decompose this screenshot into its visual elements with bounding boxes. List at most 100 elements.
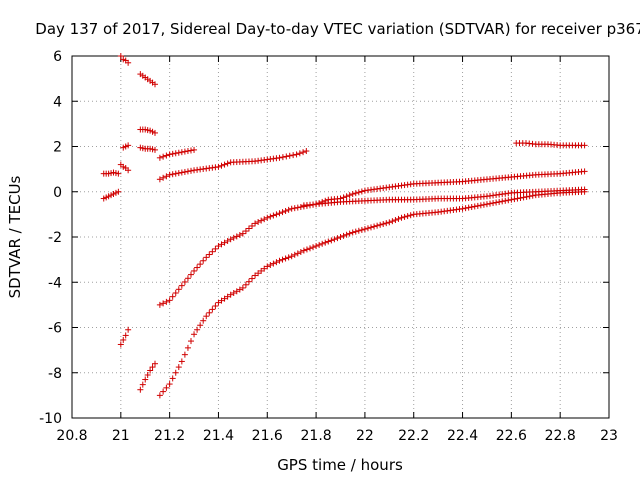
data-point bbox=[401, 213, 408, 220]
data-point bbox=[172, 150, 179, 157]
data-point bbox=[249, 275, 256, 282]
data-point bbox=[310, 244, 317, 251]
data-point bbox=[297, 204, 304, 211]
data-point bbox=[236, 232, 243, 239]
x-tick-label: 22.2 bbox=[398, 428, 429, 444]
data-point bbox=[352, 190, 359, 197]
data-point bbox=[172, 289, 179, 296]
data-point bbox=[300, 149, 307, 156]
data-point bbox=[349, 229, 356, 236]
data-point bbox=[197, 322, 204, 329]
data-point bbox=[371, 223, 378, 230]
data-point bbox=[291, 251, 298, 258]
data-point bbox=[236, 286, 243, 293]
data-point bbox=[261, 216, 268, 223]
x-tick-label: 21.6 bbox=[252, 428, 283, 444]
data-point bbox=[242, 228, 249, 235]
data-point bbox=[306, 245, 313, 252]
data-point bbox=[221, 295, 228, 302]
data-point bbox=[151, 360, 158, 367]
data-point bbox=[151, 129, 158, 136]
data-point bbox=[184, 148, 191, 155]
data-point bbox=[398, 214, 405, 221]
data-point bbox=[279, 209, 286, 216]
data-point bbox=[181, 168, 188, 175]
data-points bbox=[100, 53, 588, 399]
data-point bbox=[137, 386, 144, 393]
data-point bbox=[480, 201, 487, 208]
data-point bbox=[358, 226, 365, 233]
data-point bbox=[184, 168, 191, 175]
data-point bbox=[227, 236, 234, 243]
data-point bbox=[264, 214, 271, 221]
data-point bbox=[178, 282, 185, 289]
data-point bbox=[224, 160, 231, 167]
data-point bbox=[264, 263, 271, 270]
data-point bbox=[175, 364, 182, 371]
data-point bbox=[125, 59, 132, 66]
data-point bbox=[483, 201, 490, 208]
data-point bbox=[209, 306, 216, 313]
data-point bbox=[368, 224, 375, 231]
data-point bbox=[331, 236, 338, 243]
data-point bbox=[175, 170, 182, 177]
data-point bbox=[117, 53, 124, 59]
data-point bbox=[290, 152, 297, 159]
x-axis-label: GPS time / hours bbox=[277, 456, 403, 474]
data-point bbox=[581, 186, 588, 193]
data-point bbox=[147, 367, 154, 374]
data-point bbox=[156, 154, 163, 161]
y-tick-label: -10 bbox=[39, 411, 62, 427]
data-point bbox=[392, 217, 399, 224]
data-point bbox=[122, 332, 129, 339]
data-point bbox=[352, 228, 359, 235]
x-tick-label: 21 bbox=[112, 428, 130, 444]
data-point bbox=[358, 188, 365, 195]
data-point bbox=[404, 213, 411, 220]
data-point bbox=[276, 210, 283, 217]
data-point bbox=[471, 203, 478, 210]
x-tick-label: 21.2 bbox=[154, 428, 185, 444]
data-point bbox=[502, 197, 509, 204]
data-point bbox=[395, 215, 402, 222]
data-point bbox=[273, 211, 280, 218]
data-point bbox=[187, 147, 194, 154]
y-tick-label: -4 bbox=[48, 275, 62, 291]
data-point bbox=[245, 225, 252, 232]
data-point bbox=[249, 222, 256, 229]
data-point bbox=[285, 254, 292, 261]
data-point bbox=[221, 239, 228, 246]
data-point bbox=[242, 281, 249, 288]
data-point bbox=[297, 248, 304, 255]
data-point bbox=[407, 212, 414, 219]
data-point bbox=[230, 234, 237, 241]
data-point bbox=[270, 260, 277, 267]
data-point bbox=[178, 169, 185, 176]
data-point bbox=[215, 299, 222, 306]
data-point bbox=[169, 171, 176, 178]
x-tick-label: 21.4 bbox=[203, 428, 234, 444]
data-point bbox=[282, 255, 289, 262]
data-point bbox=[169, 293, 176, 300]
data-point bbox=[322, 239, 329, 246]
y-axis-label: SDTVAR / TECUs bbox=[6, 175, 24, 298]
data-point bbox=[294, 250, 301, 257]
data-point bbox=[459, 205, 466, 212]
x-tick-label: 22.8 bbox=[545, 428, 576, 444]
data-point bbox=[200, 257, 207, 264]
data-point bbox=[215, 163, 222, 170]
data-point bbox=[261, 265, 268, 272]
data-point bbox=[496, 198, 503, 205]
data-point bbox=[245, 278, 252, 285]
data-point bbox=[283, 153, 290, 160]
data-point bbox=[166, 297, 173, 304]
data-point bbox=[313, 243, 320, 250]
data-point bbox=[151, 146, 158, 153]
data-point bbox=[383, 220, 390, 227]
x-tick-label: 21.8 bbox=[301, 428, 332, 444]
data-point bbox=[187, 271, 194, 278]
data-point bbox=[227, 291, 234, 298]
data-point bbox=[294, 204, 301, 211]
y-tick-label: 4 bbox=[53, 94, 62, 110]
